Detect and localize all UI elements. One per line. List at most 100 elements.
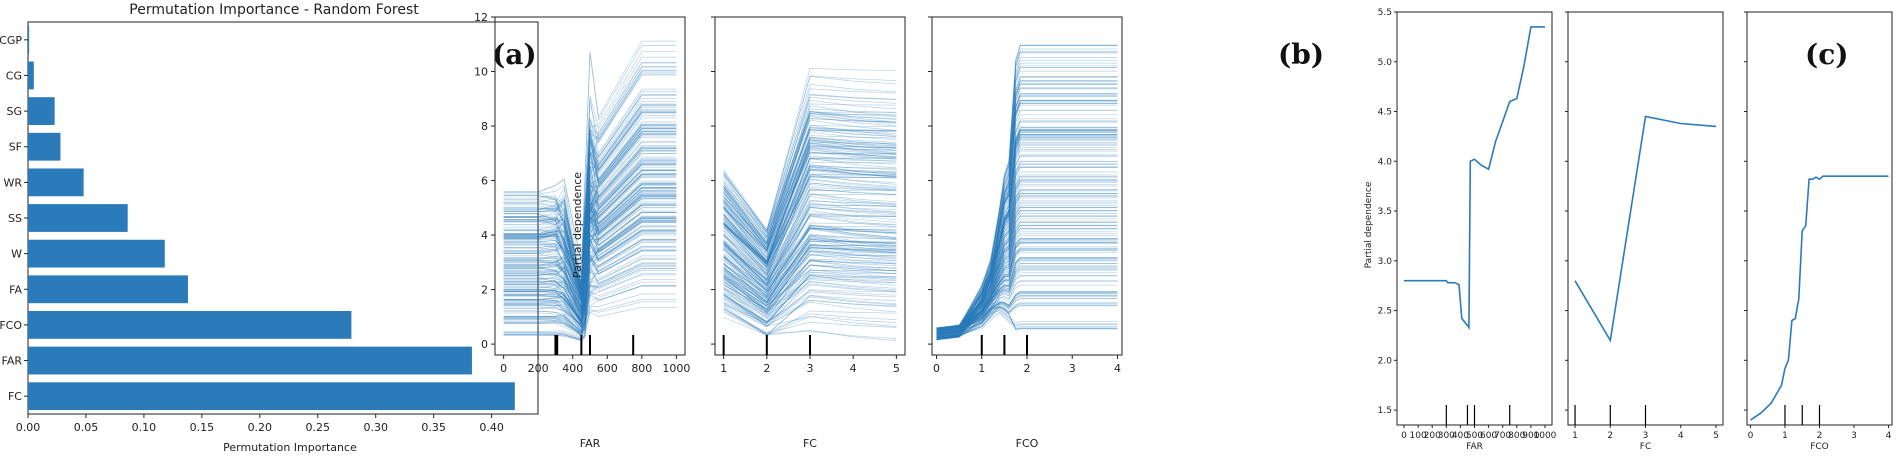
ice-curve	[503, 73, 677, 286]
ice-curve	[936, 267, 1118, 340]
ice-curve	[503, 204, 677, 286]
x-tick-label: 700	[1494, 431, 1511, 441]
ice-curve	[936, 185, 1118, 338]
x-tick-label: 4	[850, 362, 857, 375]
ice-curve	[503, 229, 677, 324]
ice-curve	[503, 145, 677, 294]
ice-curve	[723, 135, 897, 263]
y-tick-label: 3.0	[1378, 257, 1393, 267]
ice-curve	[503, 158, 677, 277]
ice-curve	[503, 285, 677, 325]
ice-curve	[936, 241, 1118, 335]
ice-curve	[936, 160, 1118, 339]
ice-curve	[503, 293, 677, 341]
ice-curve	[503, 222, 677, 312]
ice-curve	[723, 193, 897, 287]
ice-curve	[936, 129, 1118, 334]
ice-curve	[503, 173, 677, 310]
ice-curve	[503, 207, 677, 300]
ice-curve	[503, 225, 677, 316]
ice-curves	[936, 44, 1118, 341]
x-tick-label: 0.20	[248, 421, 273, 434]
ice-curve	[936, 258, 1118, 330]
ice-curve	[723, 227, 897, 291]
ice-curve	[503, 156, 677, 274]
ice-curve	[723, 258, 897, 313]
ice-curve	[723, 278, 897, 311]
ice-curve	[723, 234, 897, 293]
x-axis-label-fco: FCO	[1810, 442, 1829, 452]
ice-curve	[936, 99, 1118, 333]
ice-curve	[936, 205, 1118, 337]
ice-curve	[503, 231, 677, 313]
ice-curve	[936, 200, 1118, 337]
ice-curve	[503, 61, 677, 304]
ice-curve	[723, 210, 897, 282]
ice-curve	[503, 219, 677, 336]
x-tick-label: 0.15	[190, 421, 215, 434]
ice-curve	[936, 155, 1118, 339]
ice-curve	[723, 260, 897, 304]
ice-curve	[723, 294, 897, 323]
y-tick-label-wr: WR	[3, 176, 22, 189]
ice-curve	[503, 176, 677, 297]
ice-curve	[503, 168, 677, 324]
ice-curve	[503, 255, 677, 334]
ice-curve	[723, 238, 897, 298]
ice-curve	[723, 205, 897, 291]
bar-w	[28, 239, 165, 268]
ice-curve	[936, 228, 1118, 333]
ice-curve	[503, 121, 677, 295]
ice-curve	[936, 176, 1118, 339]
ice-curve	[723, 213, 897, 299]
ice-curve	[503, 103, 677, 283]
ice-curve	[936, 224, 1118, 341]
ice-curve	[503, 220, 677, 324]
ice-curve	[936, 183, 1118, 336]
y-tick-label: 5.0	[1378, 58, 1393, 68]
ice-curve	[723, 215, 897, 289]
ice-curve	[503, 128, 677, 298]
ice-curve	[503, 258, 677, 338]
ice-curve	[503, 263, 677, 337]
ice-curve	[936, 129, 1118, 337]
ice-curve	[723, 176, 897, 265]
ice-curve	[503, 161, 677, 319]
ice-curve	[503, 97, 677, 301]
ice-curve	[936, 262, 1118, 330]
ice-curve	[723, 279, 897, 328]
ice-curve	[936, 305, 1118, 332]
ice-curve	[723, 264, 897, 311]
ice-curve	[723, 168, 897, 274]
y-tick-label: 4.0	[1378, 157, 1393, 167]
ice-curve	[723, 169, 897, 265]
ice-curve	[503, 174, 677, 299]
pdp-axes-frame	[1746, 11, 1893, 426]
ice-curve	[936, 265, 1118, 330]
ice-curve	[723, 157, 897, 267]
ice-curve	[936, 292, 1118, 336]
ice-curve	[936, 228, 1118, 336]
bar-wr	[28, 168, 84, 197]
ice-curve	[723, 164, 897, 264]
ice-curve	[503, 88, 677, 274]
ice-curve	[723, 168, 897, 272]
ice-curve	[936, 201, 1118, 340]
ice-curve	[503, 189, 677, 323]
ice-curve	[503, 187, 677, 310]
ice-curve	[936, 308, 1118, 332]
ice-curve	[723, 284, 897, 324]
ice-curve	[503, 204, 677, 333]
ice-curve	[936, 114, 1118, 329]
ice-curve	[723, 207, 897, 296]
ice-curve	[503, 134, 677, 288]
ice-curve	[503, 130, 677, 275]
ice-curve	[723, 142, 897, 252]
ice-curve	[503, 221, 677, 312]
ice-curve	[936, 120, 1118, 336]
ice-curve	[723, 118, 897, 239]
ice-curve	[723, 202, 897, 285]
ice-curve	[503, 268, 677, 323]
